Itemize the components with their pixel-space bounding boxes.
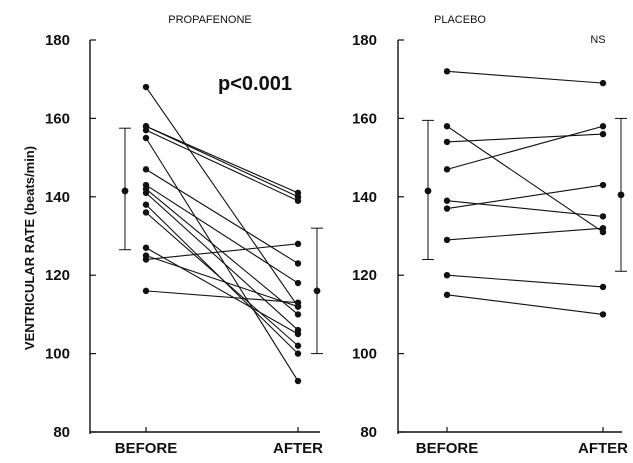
propafenone-y-tick-label: 100	[45, 346, 70, 363]
propafenone-patient-point-4-after	[294, 197, 302, 204]
placebo-patient-point-1-after	[599, 79, 607, 87]
propafenone-patient-point-5-before	[142, 134, 150, 142]
placebo-panel-title: PLACEBO	[434, 14, 486, 26]
propafenone-patient-point-10-after	[294, 350, 302, 357]
propafenone-patient-point-11-after	[294, 342, 302, 349]
placebo-patient-line-3	[446, 133, 604, 143]
placebo-x-tick-label-after: AFTER	[578, 440, 628, 457]
placebo-patient-point-1-before	[443, 68, 451, 75]
placebo-patient-line-6	[446, 184, 604, 210]
propafenone-patient-point-10-before	[142, 201, 150, 208]
propafenone-y-tick-label: 80	[53, 424, 70, 441]
placebo-patient-line-1	[446, 70, 604, 84]
propafenone-patient-line-14	[145, 243, 299, 261]
propafenone-patient-line-15	[145, 290, 299, 304]
placebo-x-tick-label-before: BEFORE	[416, 440, 479, 457]
propafenone-y-tick-label: 180	[45, 32, 70, 49]
propafenone-patient-point-12-after	[294, 330, 302, 338]
placebo-patient-point-3-after	[599, 130, 607, 138]
placebo-patient-line-9	[446, 294, 604, 315]
propafenone-patient-point-14-before	[142, 256, 150, 263]
propafenone-x-tick-label-before: BEFORE	[115, 440, 178, 457]
propafenone-patient-line-6	[145, 168, 299, 264]
placebo-patient-point-9-before	[443, 291, 451, 298]
propafenone-patient-point-8-after	[294, 311, 302, 318]
placebo-patient-point-5-after	[599, 213, 607, 220]
propafenone-summary-mean-after	[313, 287, 321, 295]
propafenone-y-tick-label: 160	[45, 110, 70, 127]
placebo-significance-annotation: NS	[590, 34, 605, 46]
propafenone-patient-line-2	[145, 125, 299, 194]
propafenone-patient-point-7-after	[294, 279, 302, 287]
propafenone-patient-point-11-before	[142, 209, 150, 216]
placebo-y-tick-label: 180	[352, 32, 377, 49]
placebo-y-tick-label: 100	[352, 346, 377, 363]
propafenone-panel: PROPAFENONE p<0.001 80 100 120 140 160 180 BEFOR…	[45, 14, 323, 457]
placebo-y-tick-label: 160	[352, 110, 377, 127]
propafenone-patient-point-14-after	[294, 240, 302, 248]
placebo-patient-point-4-before	[443, 166, 451, 173]
propafenone-patient-point-4-before	[142, 126, 150, 134]
placebo-patient-point-6-before	[443, 205, 451, 212]
propafenone-patient-point-6-after	[294, 260, 302, 267]
placebo-y-tick-label: 140	[352, 189, 377, 206]
propafenone-patient-line-9	[145, 192, 299, 331]
placebo-patient-line-4	[446, 125, 604, 170]
propafenone-patient-line-4	[145, 129, 299, 202]
placebo-y-tick-label: 80	[360, 424, 377, 441]
placebo-patient-point-7-after	[599, 224, 607, 232]
propafenone-patient-line-12	[145, 247, 299, 335]
propafenone-patient-point-15-before	[142, 287, 150, 295]
propafenone-patient-line-1	[145, 86, 299, 307]
propafenone-significance-annotation: p<0.001	[218, 73, 292, 95]
propafenone-patient-point-9-before	[142, 189, 150, 197]
propafenone-patient-line-7	[145, 184, 299, 284]
placebo-patient-line-7	[446, 227, 604, 241]
placebo-summary-mean-before	[424, 187, 432, 195]
propafenone-panel-title: PROPAFENONE	[168, 14, 252, 26]
placebo-patient-point-8-after	[599, 283, 607, 291]
propafenone-patient-line-11	[145, 212, 299, 347]
propafenone-patient-point-1-before	[142, 83, 150, 91]
y-axis-label: VENTRICULAR RATE (beats/min)	[22, 146, 37, 350]
propafenone-patient-line-3	[145, 125, 299, 198]
placebo-patient-point-4-after	[599, 123, 607, 130]
propafenone-patient-point-15-after	[294, 299, 302, 306]
propafenone-y-tick-label: 140	[45, 189, 70, 206]
propafenone-patient-point-6-before	[142, 166, 150, 173]
placebo-patient-point-5-before	[443, 197, 451, 204]
placebo-patient-point-3-before	[443, 138, 451, 146]
placebo-patient-line-8	[446, 274, 604, 288]
placebo-patient-line-2	[446, 125, 604, 233]
placebo-summary-mean-after	[617, 191, 625, 199]
placebo-patient-point-9-after	[599, 311, 607, 318]
propafenone-patient-line-13	[145, 255, 299, 308]
propafenone-patient-point-5-after	[294, 377, 302, 385]
propafenone-x-tick-label-after: AFTER	[273, 440, 323, 457]
placebo-patient-point-2-before	[443, 123, 451, 130]
placebo-patient-point-8-before	[443, 272, 451, 279]
placebo-patient-point-6-after	[599, 181, 607, 189]
placebo-y-tick-label: 120	[352, 267, 377, 284]
placebo-patient-point-7-before	[443, 236, 451, 244]
placebo-panel: PLACEBO NS 80 100 120 140 160 180 BEFORE AFTER	[352, 14, 628, 457]
propafenone-summary-mean-before	[121, 187, 129, 195]
propafenone-y-tick-label: 120	[45, 267, 70, 284]
propafenone-patient-line-5	[145, 137, 299, 382]
placebo-patient-line-5	[446, 200, 604, 217]
propafenone-patient-point-12-before	[142, 244, 150, 251]
